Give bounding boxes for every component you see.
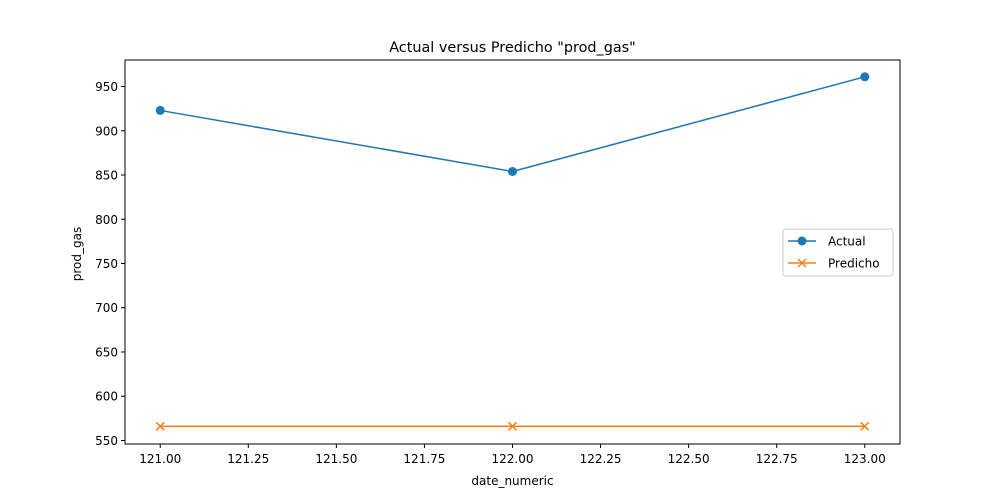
y-tick-label: 700	[95, 301, 118, 315]
x-tick-label: 121.25	[227, 452, 269, 466]
y-axis-label: prod_gas	[70, 227, 84, 281]
legend: Actual Predicho	[782, 228, 894, 277]
y-tick-label: 750	[95, 257, 118, 271]
data-point-predicho	[155, 421, 165, 431]
y-tick-label: 650	[95, 345, 118, 359]
data-point-actual	[860, 72, 870, 82]
x-tick-label: 121.00	[139, 452, 181, 466]
x-tick-label: 121.50	[315, 452, 357, 466]
chart-title: Actual versus Predicho "prod_gas"	[389, 40, 636, 56]
legend-marker-actual	[797, 236, 807, 246]
axes: 121.00 121.25 121.50 121.75 122.00 122.25 122.…	[95, 59, 901, 466]
data-point-actual	[508, 166, 517, 176]
x-tick-label: 121.75	[403, 452, 445, 466]
x-tick-label: 122.25	[580, 452, 622, 466]
x-tick-label: 122.00	[492, 452, 534, 466]
x-tick-label: 122.75	[756, 452, 798, 466]
x-axis-label: date_numeric	[471, 474, 553, 488]
data-point-predicho	[507, 421, 518, 431]
y-tick-label: 600	[95, 390, 118, 404]
data-point-predicho	[860, 421, 870, 431]
y-tick-label: 900	[95, 124, 118, 138]
legend-label-predicho: Predicho	[828, 257, 880, 271]
y-tick-label: 950	[95, 80, 118, 94]
y-tick-label: 800	[95, 213, 118, 227]
plot-area	[155, 72, 870, 431]
data-point-actual	[155, 105, 165, 115]
y-tick-label: 850	[95, 169, 118, 183]
x-tick-label: 123.00	[844, 452, 886, 466]
x-tick-label: 122.50	[668, 452, 710, 466]
y-tick-label: 550	[95, 434, 118, 448]
legend-label-actual: Actual	[828, 235, 866, 249]
legend-marker-predicho	[797, 258, 807, 268]
